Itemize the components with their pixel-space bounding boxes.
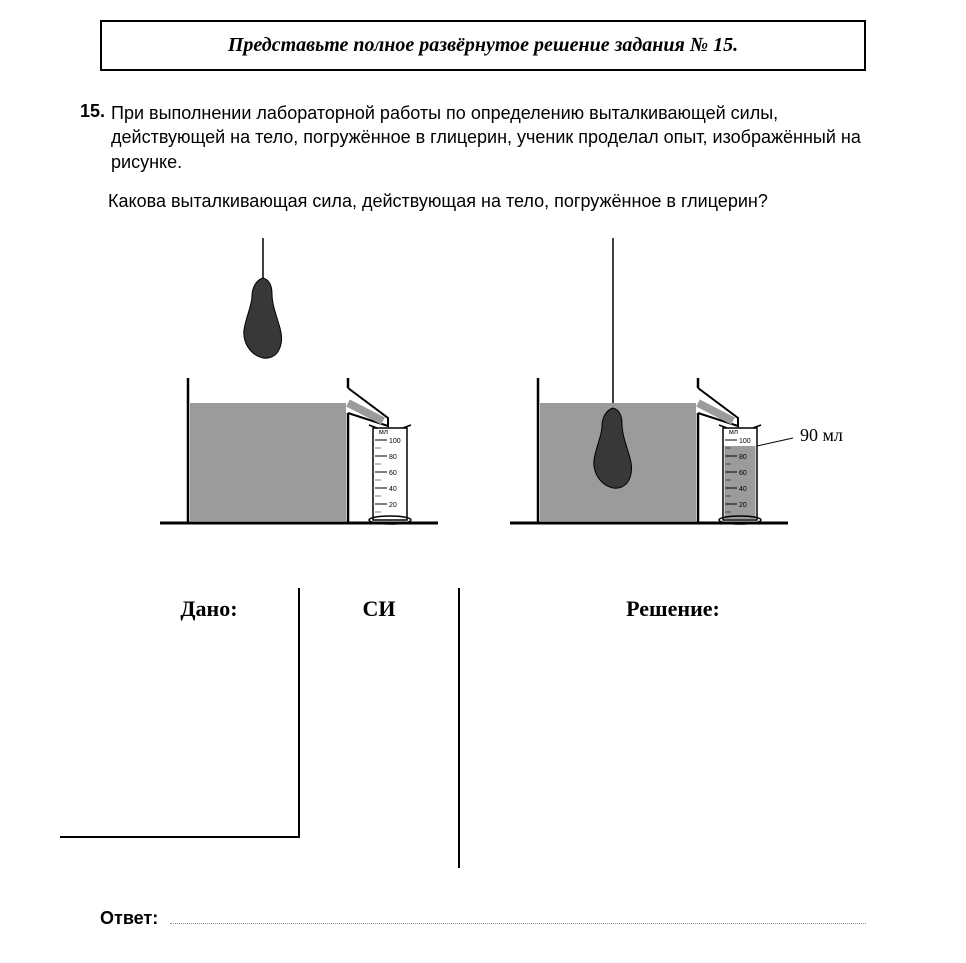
task-question: Какова выталкивающая сила, действующая н…	[108, 189, 886, 213]
column-si: СИ	[300, 588, 460, 868]
task-body: При выполнении лабораторной работы по оп…	[111, 101, 886, 174]
svg-text:60: 60	[739, 470, 747, 477]
svg-text:20: 20	[739, 502, 747, 509]
weight-icon	[244, 278, 282, 358]
answer-row: Ответ:	[100, 908, 866, 929]
svg-text:80: 80	[739, 454, 747, 461]
column-solution: Решение:	[460, 588, 886, 868]
svg-text:40: 40	[389, 486, 397, 493]
task-number: 15.	[80, 101, 105, 122]
answer-line	[170, 923, 866, 924]
label-dano: Дано:	[120, 588, 298, 630]
instruction-box: Представьте полное развёрнутое решение з…	[100, 20, 866, 71]
svg-text:мл: мл	[729, 429, 738, 436]
column-dano: Дано:	[120, 588, 300, 838]
diagram-area: мл 100 80 60 40 20	[60, 238, 906, 548]
svg-text:100: 100	[389, 438, 401, 445]
svg-text:100: 100	[739, 438, 751, 445]
svg-text:80: 80	[389, 454, 397, 461]
answer-label: Ответ:	[100, 908, 158, 929]
solution-grid: Дано: СИ Решение:	[120, 588, 886, 868]
task-paragraph: 15. При выполнении лабораторной работы п…	[80, 101, 886, 174]
experiment-setup-before: мл 100 80 60 40 20	[158, 238, 458, 548]
experiment-setup-after: мл 100 80 60 40 20 90 мл	[508, 238, 808, 548]
svg-text:60: 60	[389, 470, 397, 477]
label-si: СИ	[300, 588, 458, 630]
label-solution: Решение:	[460, 588, 886, 630]
svg-text:40: 40	[739, 486, 747, 493]
svg-text:20: 20	[389, 502, 397, 509]
measured-volume-label: 90 мл	[800, 425, 843, 445]
svg-text:мл: мл	[379, 429, 388, 436]
instruction-text: Представьте полное развёрнутое решение з…	[228, 34, 738, 56]
